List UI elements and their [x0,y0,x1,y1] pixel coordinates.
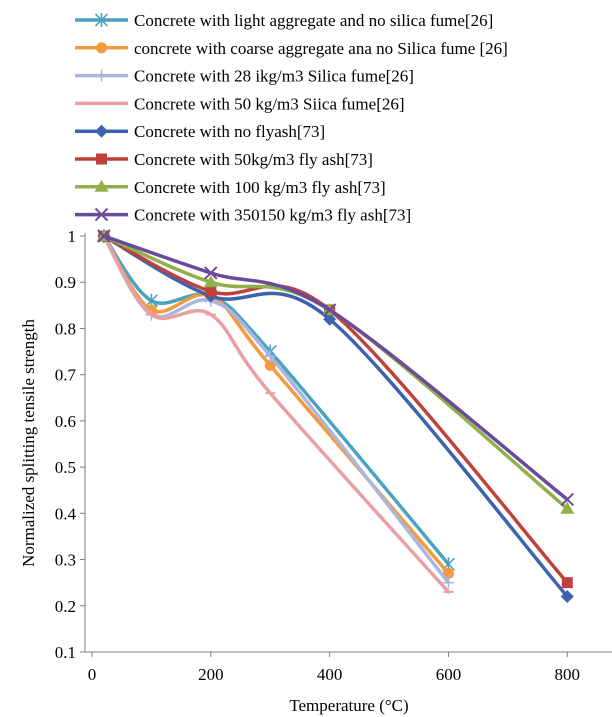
y-tick-label: 0.9 [55,273,76,292]
data-point [264,359,276,371]
legend-marker [94,13,109,27]
legend-item: Concrete with 50 kg/m3 Siica fume[26] [75,94,405,113]
series-5 [97,229,574,604]
x-tick-label: 0 [88,665,97,684]
x-tick-label: 800 [555,665,581,684]
data-point [204,266,218,280]
legend-item: Concrete with 28 ikg/m3 Silica fume[26] [75,67,414,86]
data-point [264,350,277,363]
legend-marker [94,207,109,222]
y-tick-label: 0.7 [55,366,77,385]
y-axis-title: Normalized splitting tensile strength [19,319,38,567]
data-point [561,577,573,589]
legend-label: Concrete with 50 kg/m3 Siica fume[26] [134,94,405,113]
data-point [442,567,454,579]
legend-label: Concrete with 50kg/m3 fly ash[73] [134,150,373,169]
data-point [322,303,337,317]
legend-item: Concrete with light aggregate and no sil… [75,11,493,30]
data-point [323,312,337,326]
y-tick-label: 0.1 [55,643,76,662]
data-point [97,229,111,243]
series-line [102,234,570,599]
data-point [203,275,218,288]
legend-label: Concrete with no flyash[73] [134,122,325,141]
series-line [102,234,451,594]
legend: Concrete with light aggregate and no sil… [75,11,508,225]
legend-marker [94,179,109,192]
series-6 [98,230,573,589]
legend-item: Concrete with 100 kg/m3 fly ash[73] [75,178,386,197]
legend-marker [96,153,107,165]
legend-marker [96,42,107,54]
x-ticks: 0 200 400 600 800 [88,652,580,684]
data-point [205,285,217,297]
y-tick-label: 0.6 [55,412,76,431]
series-line [102,234,570,585]
y-tick-label: 0.4 [55,504,77,523]
legend-label: Concrete with 100 kg/m3 fly ash[73] [134,178,386,197]
y-tick-label: 0.5 [55,458,76,477]
legend-label: Concrete with 350150 kg/m3 fly ash[73] [134,206,411,225]
x-tick-label: 600 [436,665,462,684]
data-point [442,576,455,589]
legend-marker [95,124,108,138]
data-point [560,590,574,604]
series-line [102,234,451,566]
data-point [560,492,575,507]
plot-series [96,229,575,604]
legend-marker [95,69,108,82]
legend-item: Concrete with 350150 kg/m3 fly ash[73] [75,206,411,225]
y-tick-label: 0.2 [55,597,76,616]
data-point [560,501,575,514]
series-8 [97,229,575,507]
y-tick-label: 0.3 [55,551,76,570]
y-ticks: 0.1 0.2 0.3 0.4 0.5 0.6 0.7 0.8 0.9 1 [55,227,85,662]
legend-label: Concrete with light aggregate and no sil… [134,11,493,30]
y-tick-label: 0.8 [55,319,76,338]
legend-item: Concrete with 50kg/m3 fly ash[73] [75,150,373,169]
legend-label: concrete with coarse aggregate ana no Si… [134,39,508,58]
x-tick-label: 200 [198,665,224,684]
axes: 0.1 0.2 0.3 0.4 0.5 0.6 0.7 0.8 0.9 1 0 200 400 600 8… [55,227,612,684]
series-line [102,234,570,502]
legend-item: Concrete with no flyash[73] [75,122,325,141]
series-2 [98,230,454,579]
legend-item: concrete with coarse aggregate ana no Si… [75,39,508,58]
x-axis-title: Temperature (°C) [289,696,408,715]
y-tick-label: 1 [68,227,77,246]
series-4 [98,234,454,594]
x-tick-label: 400 [317,665,343,684]
legend-label: Concrete with 28 ikg/m3 Silica fume[26] [134,67,414,86]
